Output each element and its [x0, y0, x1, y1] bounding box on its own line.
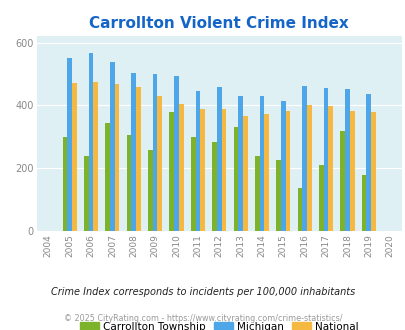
Bar	[126, 135, 131, 231]
Bar	[318, 165, 323, 231]
Bar	[238, 96, 242, 231]
Bar	[72, 83, 77, 231]
Bar	[370, 112, 375, 231]
Bar	[67, 58, 72, 231]
Text: © 2025 CityRating.com - https://www.cityrating.com/crime-statistics/: © 2025 CityRating.com - https://www.city…	[64, 314, 341, 323]
Bar	[221, 109, 226, 231]
Text: Crime Index corresponds to incidents per 100,000 inhabitants: Crime Index corresponds to incidents per…	[51, 287, 354, 297]
Bar	[306, 105, 311, 231]
Bar	[148, 150, 152, 231]
Bar	[233, 127, 238, 231]
Bar	[62, 137, 67, 231]
Bar	[259, 96, 264, 231]
Bar	[216, 86, 221, 231]
Bar	[297, 188, 302, 231]
Bar	[323, 88, 328, 231]
Bar	[110, 62, 115, 231]
Bar	[366, 94, 370, 231]
Bar	[195, 91, 200, 231]
Bar	[152, 74, 157, 231]
Legend: Carrollton Township, Michigan, National: Carrollton Township, Michigan, National	[76, 318, 362, 330]
Bar	[115, 84, 119, 231]
Bar	[105, 123, 110, 231]
Bar	[88, 52, 93, 231]
Bar	[174, 76, 179, 231]
Bar	[280, 101, 285, 231]
Bar	[190, 137, 195, 231]
Bar	[349, 111, 354, 231]
Bar	[157, 96, 162, 231]
Bar	[84, 156, 88, 231]
Title: Carrollton Violent Crime Index: Carrollton Violent Crime Index	[89, 16, 348, 31]
Bar	[285, 111, 290, 231]
Bar	[264, 114, 269, 231]
Bar	[200, 110, 205, 231]
Bar	[131, 73, 136, 231]
Bar	[276, 160, 280, 231]
Bar	[344, 89, 349, 231]
Bar	[212, 142, 216, 231]
Bar	[361, 175, 366, 231]
Bar	[254, 156, 259, 231]
Bar	[136, 87, 141, 231]
Bar	[169, 112, 174, 231]
Bar	[93, 82, 98, 231]
Bar	[179, 104, 183, 231]
Bar	[302, 85, 306, 231]
Bar	[328, 106, 333, 231]
Bar	[339, 130, 344, 231]
Bar	[242, 116, 247, 231]
